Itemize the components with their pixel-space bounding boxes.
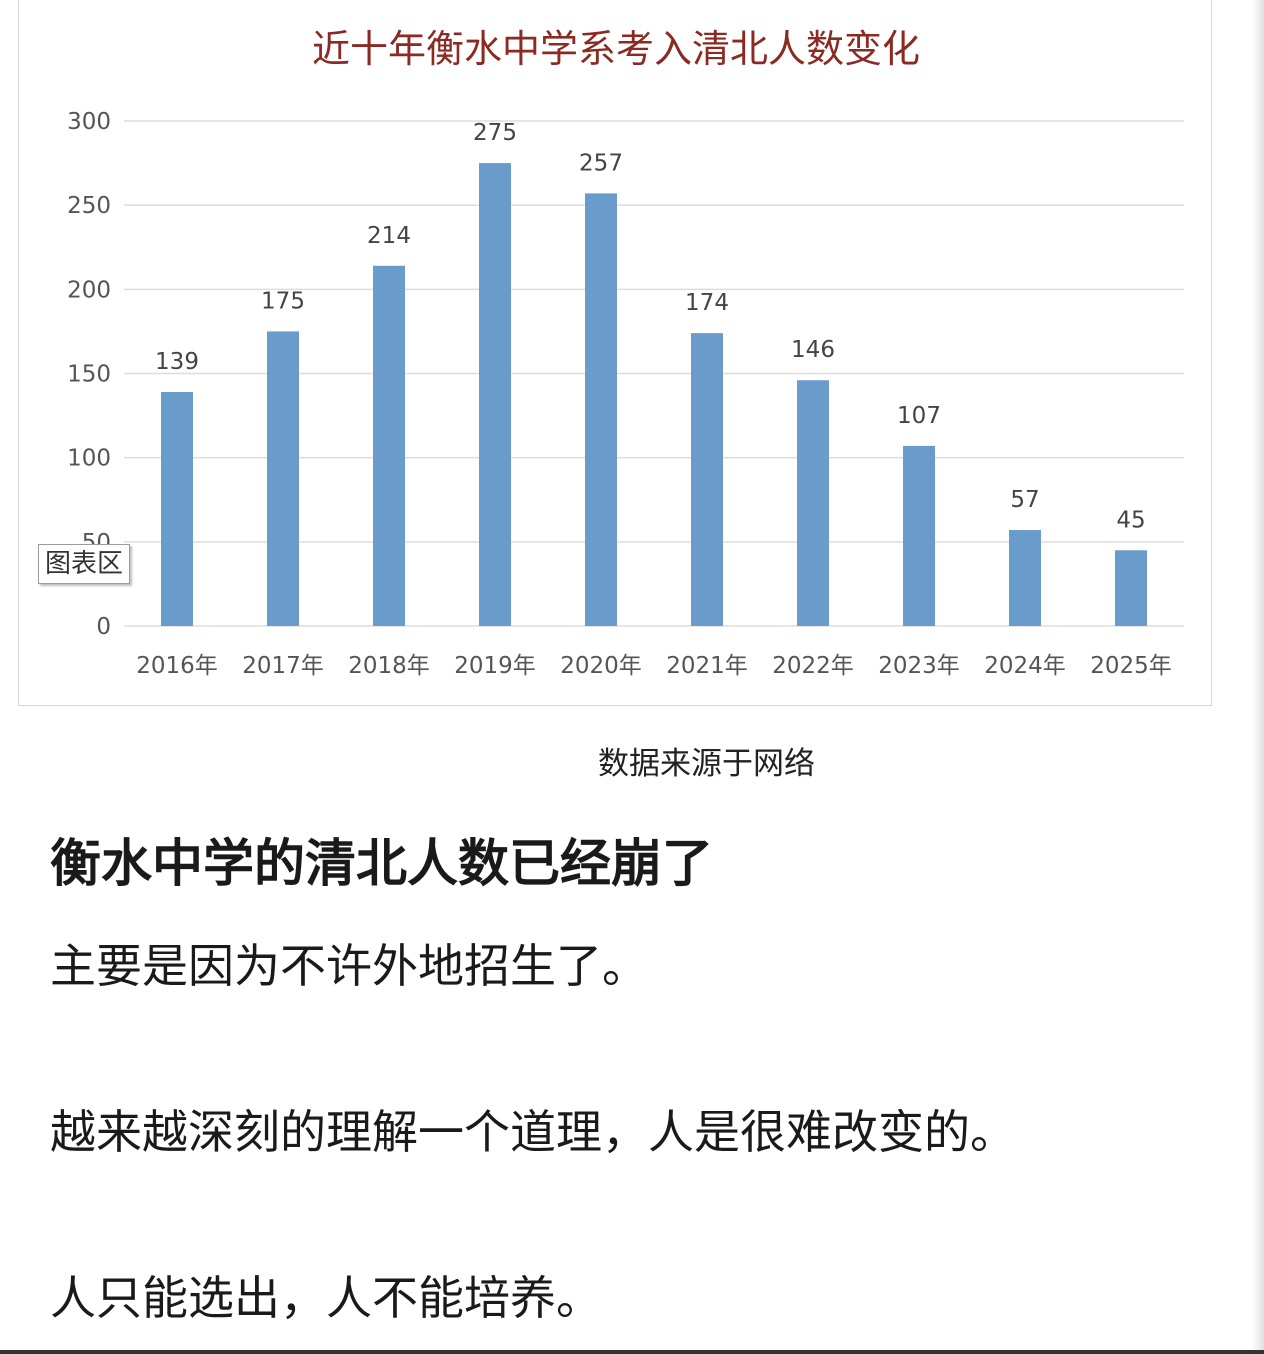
bar [161,392,193,626]
data-label: 275 [473,120,517,146]
chart-frame: 近十年衡水中学系考入清北人数变化 0 50 100 150 200 250 300 139 201… [18,0,1212,706]
article-paragraph: 人只能选出，人不能培养。 [50,1271,602,1325]
x-tick-label: 2017年 [242,653,324,679]
bar [903,445,935,626]
y-tick-label: 250 [67,193,111,219]
data-label: 57 [1010,487,1039,513]
y-tick-label: 150 [67,362,111,388]
y-tick-label: 100 [67,446,111,472]
x-tick-label: 2024年 [984,653,1066,679]
article-paragraph: 越来越深刻的理解一个道理，人是很难改变的。 [50,1105,1016,1159]
bar [267,331,299,626]
x-tick-label: 2018年 [348,653,430,679]
x-tick-label: 2022年 [772,653,854,679]
page-edge-shadow [1252,0,1264,1354]
article-paragraph: 主要是因为不许外地招生了。 [50,939,648,993]
bar [1009,530,1041,626]
data-label: 257 [579,150,623,176]
chart-area-tooltip: 图表区 [38,544,131,584]
data-label: 174 [685,290,729,316]
data-label: 107 [897,403,941,429]
bar [691,333,723,626]
data-label: 45 [1116,507,1145,533]
page-bottom-border [0,1350,1264,1354]
data-label: 139 [155,349,199,375]
x-tick-label: 2023年 [878,653,960,679]
bar [797,380,829,626]
chart-title: 近十年衡水中学系考入清北人数变化 [312,27,920,71]
x-tick-label: 2020年 [560,653,642,679]
data-label: 214 [367,223,411,249]
x-tick-label: 2021年 [666,653,748,679]
bar [479,163,511,627]
article-heading: 衡水中学的清北人数已经崩了 [50,835,714,894]
x-tick-label: 2019年 [454,653,536,679]
data-label: 146 [791,337,835,363]
x-tick-label: 2025年 [1090,653,1172,679]
bar [373,265,405,626]
y-tick-label: 300 [67,109,111,135]
bar-chart: 近十年衡水中学系考入清北人数变化050100150200250300139201… [67,27,1184,679]
source-note: 数据来源于网络 [598,746,815,782]
bar [1115,550,1147,626]
y-tick-label: 0 [96,614,111,640]
bar [585,193,617,626]
data-label: 175 [261,288,305,314]
y-tick-label: 200 [67,277,111,303]
x-tick-label: 2016年 [136,653,218,679]
